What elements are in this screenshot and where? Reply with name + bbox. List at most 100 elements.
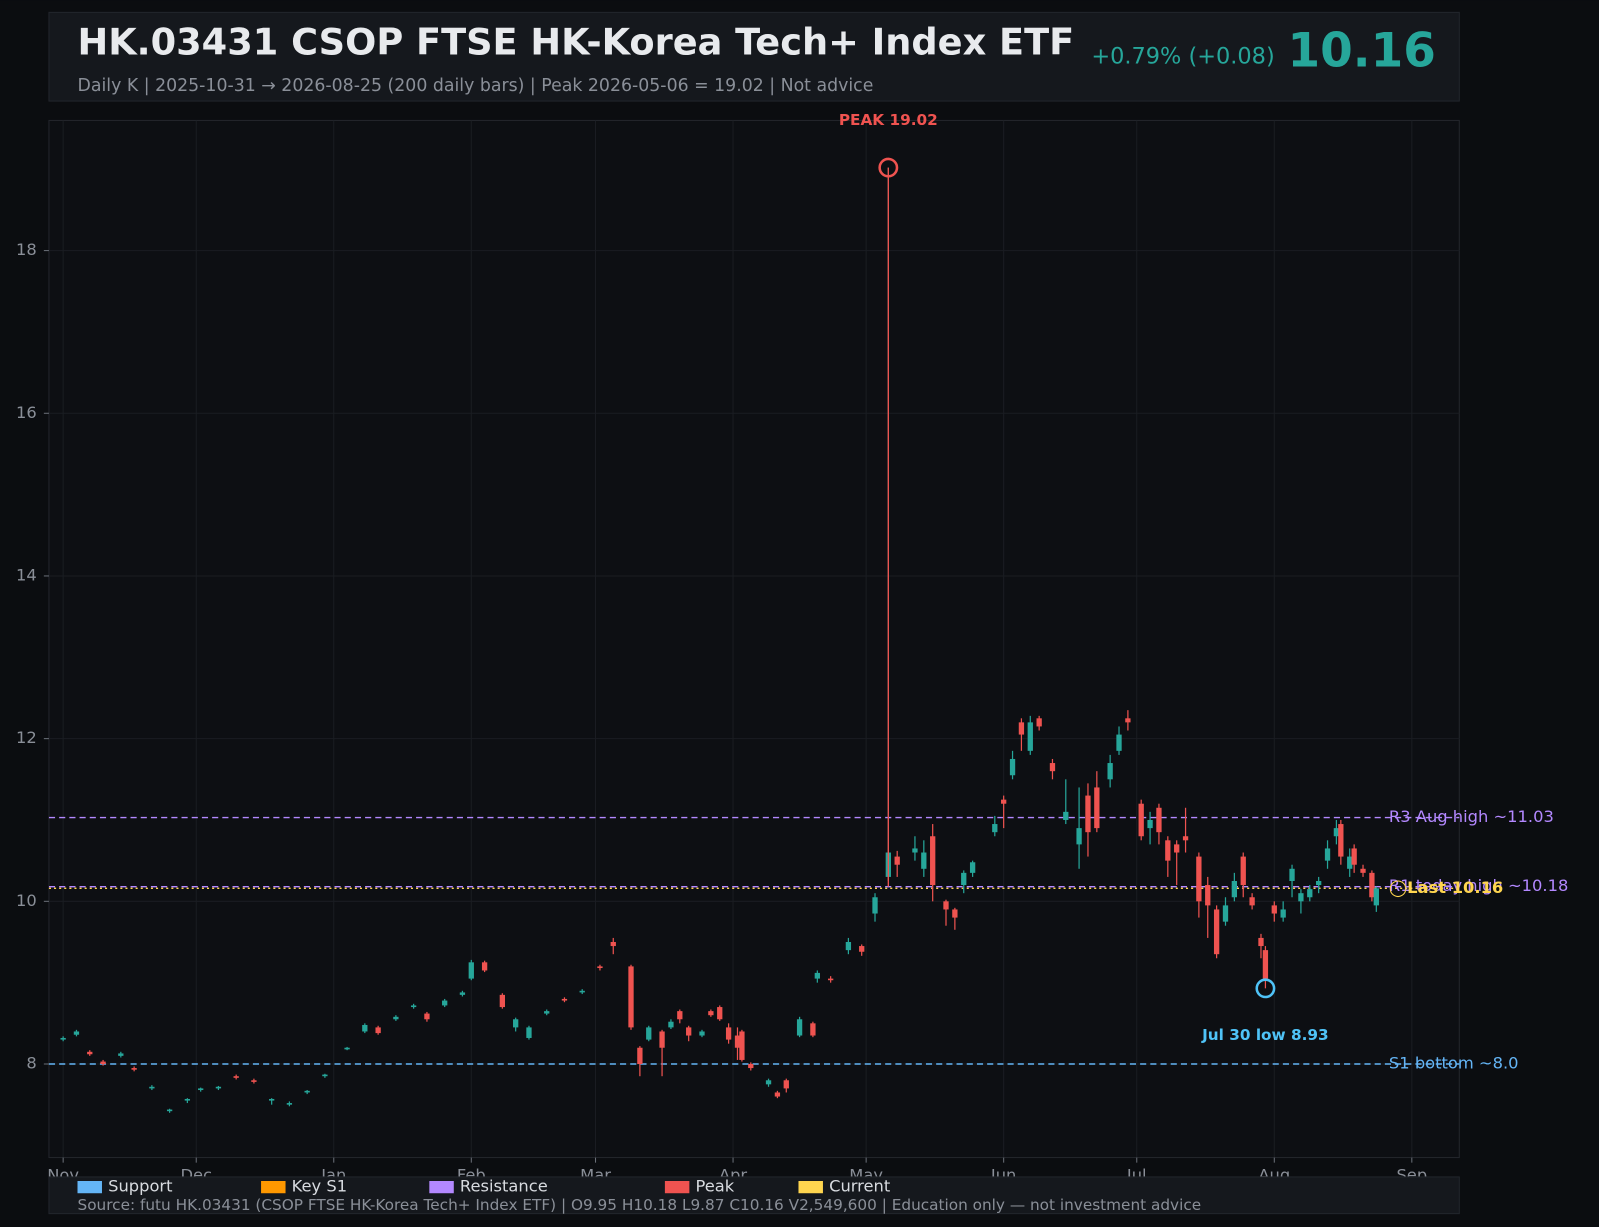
candle-body [668, 1021, 674, 1028]
candle-body [1347, 856, 1353, 869]
candle-body [118, 1053, 124, 1056]
candle-body [215, 1086, 222, 1089]
candle-body [610, 941, 616, 947]
candle-body [499, 994, 506, 1008]
candle-body [961, 872, 967, 886]
candle-body [1289, 868, 1295, 881]
candle-body [845, 941, 852, 951]
legend-swatch [664, 1181, 690, 1194]
annotation-label: PEAK 19.02 [839, 111, 938, 129]
candle-body [1116, 734, 1122, 751]
candle-body [73, 1031, 80, 1035]
candle-body [410, 1005, 417, 1008]
legend-label: Support [108, 1177, 172, 1196]
annotation-label: Jul 30 low 8.93 [1201, 1026, 1329, 1044]
y-tick-label: 14 [16, 565, 37, 584]
legend-swatch [798, 1181, 823, 1194]
candle-body [943, 901, 949, 910]
legend-label: Current [829, 1177, 890, 1196]
candle-body [646, 1027, 652, 1040]
candle-body [637, 1047, 643, 1065]
candle-body [375, 1027, 381, 1034]
candle-body [233, 1076, 239, 1078]
candle-body [87, 1051, 93, 1055]
candle-body [393, 1016, 399, 1020]
candle-body [827, 978, 834, 981]
candle-body [1076, 828, 1082, 845]
candle-body [1213, 909, 1220, 955]
legend-swatch [77, 1181, 102, 1194]
candle-body [1231, 880, 1238, 898]
candle-body [659, 1031, 665, 1048]
candle-body [1018, 722, 1025, 735]
candle-body [725, 1027, 732, 1040]
candle-body [1222, 905, 1229, 922]
candle-body [442, 1000, 448, 1006]
candle-body [1138, 803, 1144, 837]
candle-body [269, 1098, 275, 1101]
candle-body [1196, 856, 1202, 902]
candle-body [952, 909, 958, 918]
candle-body [1324, 848, 1331, 861]
candle-body [60, 1037, 66, 1040]
candle-body [1373, 888, 1379, 906]
candle-body [344, 1047, 350, 1050]
candle-body [1351, 848, 1357, 865]
candle-body [1147, 819, 1153, 829]
level-label: R1 today high ~10.18 [1389, 876, 1568, 895]
candle-body [362, 1024, 368, 1032]
candle-body [1049, 763, 1056, 772]
candle-body [734, 1035, 741, 1048]
candle-body [131, 1068, 137, 1070]
candle-body [717, 1007, 723, 1020]
candle-body [149, 1086, 155, 1089]
candle-body [100, 1061, 106, 1065]
candle-body [796, 1019, 803, 1036]
candle-body [1182, 836, 1189, 841]
candle-body [810, 1023, 816, 1036]
candle-body [481, 962, 488, 971]
candle-body [424, 1013, 430, 1020]
candle-body [304, 1090, 310, 1093]
y-tick-label: 12 [16, 728, 37, 747]
candle-body [1085, 795, 1091, 833]
candle-body [739, 1031, 745, 1060]
candle-body [198, 1088, 204, 1091]
candle-body [1036, 718, 1042, 727]
candle-body [1369, 872, 1375, 898]
candle-body [774, 1092, 781, 1097]
candle-body [1360, 868, 1366, 873]
candle-body [184, 1098, 191, 1101]
candle-body [992, 824, 998, 833]
candle-body [513, 1019, 519, 1028]
candle-body [814, 972, 820, 979]
y-tick-label: 8 [26, 1054, 36, 1073]
y-tick-label: 16 [16, 403, 37, 422]
candle-body [459, 992, 466, 995]
legend-swatch [429, 1181, 454, 1194]
candle-body [969, 862, 976, 873]
annotation-marker [1255, 978, 1276, 999]
footer: Source: futu HK.03431 (CSOP FTSE HK-Kore… [78, 1196, 1202, 1214]
candle-body [579, 990, 585, 993]
candle-body [597, 966, 603, 969]
candle-body [783, 1080, 789, 1089]
candle-body [1316, 880, 1322, 886]
legend-swatch [261, 1181, 286, 1194]
candle-body [1262, 950, 1269, 979]
candle-body [765, 1080, 772, 1085]
last-price: 10.16 [1288, 24, 1436, 79]
chart-title: HK.03431 CSOP FTSE HK-Korea Tech+ Index … [78, 20, 1075, 63]
annotation-marker [878, 157, 899, 178]
candle-body [1249, 897, 1255, 906]
candle-body [286, 1103, 293, 1105]
candle-body [859, 946, 865, 952]
candle-body [1027, 722, 1033, 751]
candle-body [1338, 824, 1344, 857]
legend-label: Resistance [460, 1177, 548, 1196]
candle-body [1205, 885, 1211, 906]
candle-body [544, 1011, 550, 1014]
candle-body [166, 1109, 173, 1112]
